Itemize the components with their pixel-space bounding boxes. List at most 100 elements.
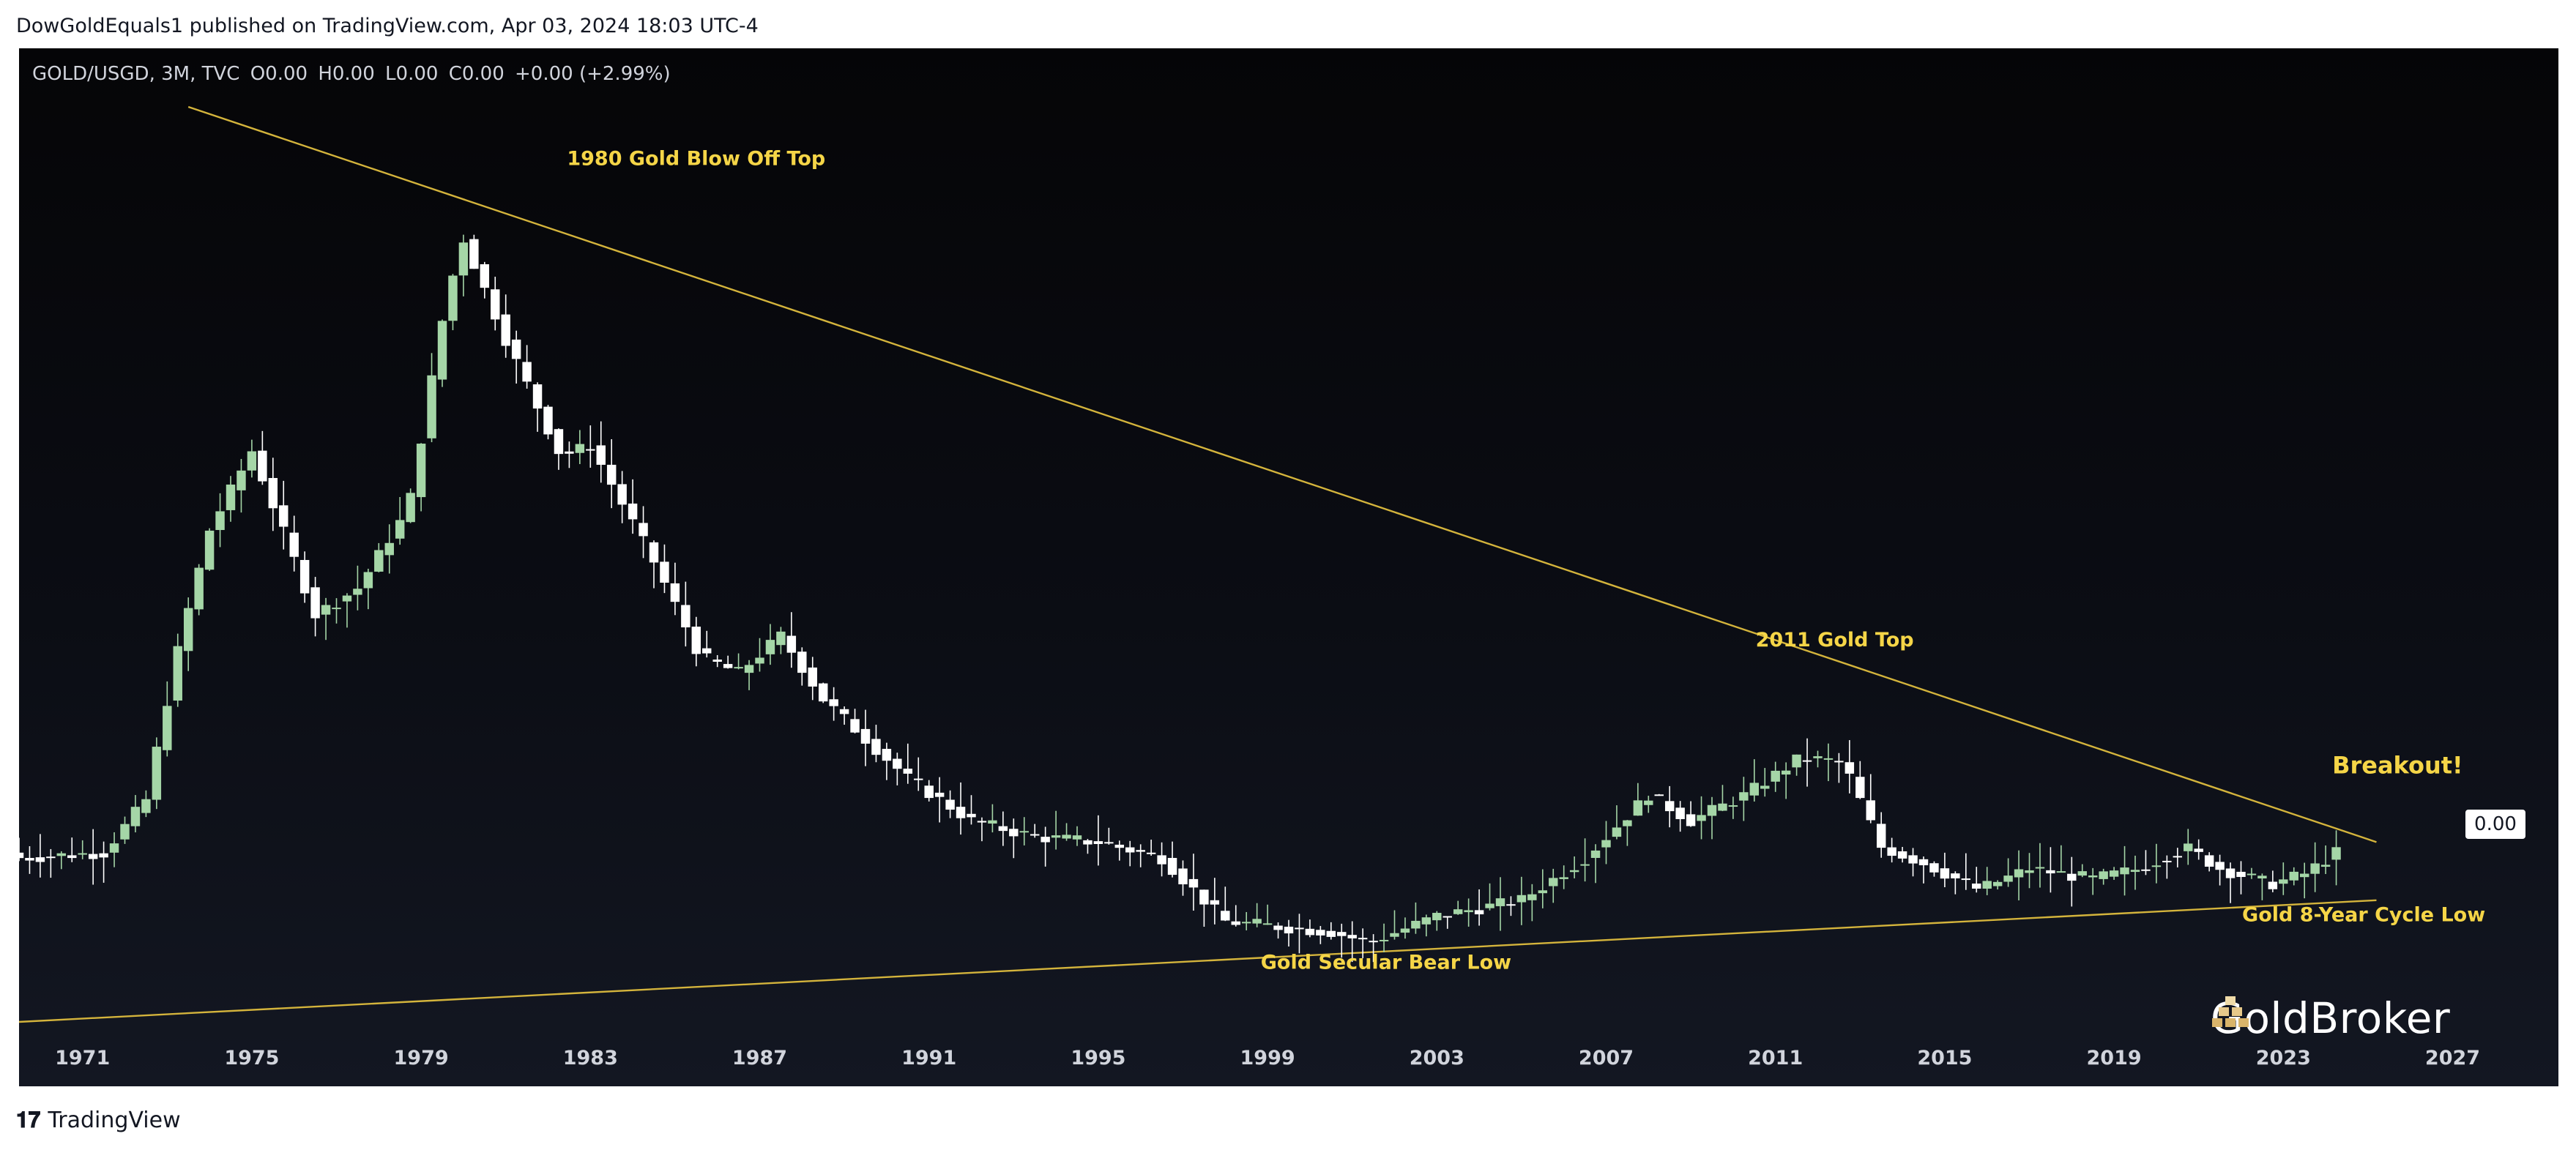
candle-body: [310, 587, 320, 619]
candle-body: [691, 627, 701, 654]
candle-body: [723, 664, 733, 668]
candle-body: [1188, 878, 1199, 888]
candle-body: [183, 608, 193, 651]
candle-body: [1559, 877, 1568, 879]
candle-body: [871, 739, 881, 755]
candle-body: [734, 667, 743, 669]
candle-body: [1749, 783, 1760, 796]
candle-body: [1009, 829, 1019, 837]
candle-body: [1485, 903, 1494, 908]
candle-body: [1792, 754, 1801, 768]
candle-body: [1781, 770, 1791, 775]
candle-body: [1178, 868, 1188, 885]
candle-body: [1866, 800, 1875, 821]
candle-body: [1897, 851, 1907, 859]
candle-body: [565, 451, 574, 454]
tradingview-footer[interactable]: 𝟏𝟕 TradingView: [16, 1105, 181, 1135]
candle-body: [649, 542, 659, 563]
x-axis-tick-label: 2015: [1917, 1047, 1972, 1069]
chart-area[interactable]: 1971 1975 1979 1983 1987 1991 1995 1999 2003 2007…: [19, 48, 2558, 1086]
candle-body: [1506, 904, 1516, 906]
candle-body: [956, 807, 966, 818]
candle-body: [945, 799, 955, 810]
candle-body: [818, 683, 828, 702]
chart-annotation: Gold Secular Bear Low: [1261, 952, 1511, 974]
candle-body: [860, 728, 871, 744]
x-axis-tick-label: 2011: [1748, 1047, 1803, 1069]
candle-body: [1231, 921, 1240, 925]
legend-open: O0.00: [250, 63, 308, 85]
candle-body: [1601, 840, 1611, 848]
legend-high: H0.00: [318, 63, 375, 85]
candle-body: [2067, 873, 2077, 881]
goldbroker-bars-icon: [2212, 996, 2249, 1027]
candle-body: [247, 451, 257, 471]
candle-body: [1062, 835, 1071, 839]
candle-body: [374, 550, 384, 572]
candle-body: [1347, 935, 1357, 938]
chart-legend: GOLD/USGD, 3M, TVC O0.00 H0.00 L0.00 C0.…: [32, 63, 675, 85]
candle-body: [56, 853, 67, 856]
candle-body: [1072, 835, 1082, 840]
candle-body: [2141, 869, 2151, 871]
candle-body: [299, 559, 310, 594]
candle-body: [1411, 920, 1421, 929]
candle-body: [1876, 824, 1886, 848]
legend-low: L0.00: [385, 63, 439, 85]
legend-change: +0.00 (+2.99%): [515, 63, 671, 85]
candle-body: [427, 375, 436, 438]
tradingview-icon: 𝟏𝟕: [16, 1107, 41, 1133]
candle-body: [78, 853, 87, 855]
x-axis-tick-label: 1971: [55, 1047, 110, 1069]
candle-body: [1549, 878, 1558, 886]
candle-body: [829, 699, 838, 706]
candle-body: [1326, 930, 1336, 937]
candle-body: [808, 667, 817, 687]
candle-body: [173, 646, 182, 701]
candle-body: [2236, 871, 2246, 877]
candle-body: [934, 792, 945, 797]
candle-body: [670, 583, 680, 602]
candle-body: [1495, 898, 1505, 906]
candle-body: [1167, 858, 1177, 875]
candle-body: [2025, 870, 2034, 873]
candle-body: [617, 484, 627, 505]
candle-body: [2279, 879, 2288, 884]
candle-body: [1114, 844, 1125, 848]
candle-body: [1273, 925, 1283, 930]
candle-body: [1802, 760, 1812, 762]
candle-body: [681, 605, 690, 628]
candle-body: [1252, 919, 1262, 924]
candle-body: [1379, 939, 1389, 941]
candle-body: [702, 648, 712, 654]
price-chart[interactable]: 1971 1975 1979 1983 1987 1991 1995 1999 2003 2007…: [19, 48, 2558, 1086]
candle-body: [2257, 875, 2267, 879]
candle-body: [321, 605, 331, 615]
candle-body: [406, 493, 415, 523]
candle-body: [19, 852, 24, 859]
candle-body: [1707, 804, 1717, 816]
candle-body: [1961, 878, 1971, 881]
candle-body: [1590, 850, 1601, 859]
candle-body: [1527, 894, 1537, 900]
candle-body: [1146, 852, 1156, 854]
candle-body: [46, 856, 56, 859]
candle-body: [458, 242, 469, 276]
candle-body: [1262, 923, 1273, 925]
candle-body: [765, 640, 775, 654]
candle-body: [152, 747, 162, 800]
candle-body: [1908, 855, 1918, 864]
candle-body: [437, 321, 447, 380]
x-axis-tick-label: 2027: [2425, 1047, 2480, 1069]
chart-annotation: 2011 Gold Top: [1756, 629, 1914, 651]
candle-body: [2056, 871, 2066, 873]
candle-body: [204, 530, 215, 570]
candle-body: [2246, 873, 2257, 875]
chart-annotation: Breakout!: [2332, 751, 2463, 779]
candle-body: [1992, 881, 2003, 886]
candle-body: [1675, 807, 1685, 820]
candle-body: [2046, 870, 2055, 874]
candle-body: [268, 477, 278, 509]
trendline-upper: [187, 105, 2377, 843]
candle-body: [395, 520, 405, 539]
